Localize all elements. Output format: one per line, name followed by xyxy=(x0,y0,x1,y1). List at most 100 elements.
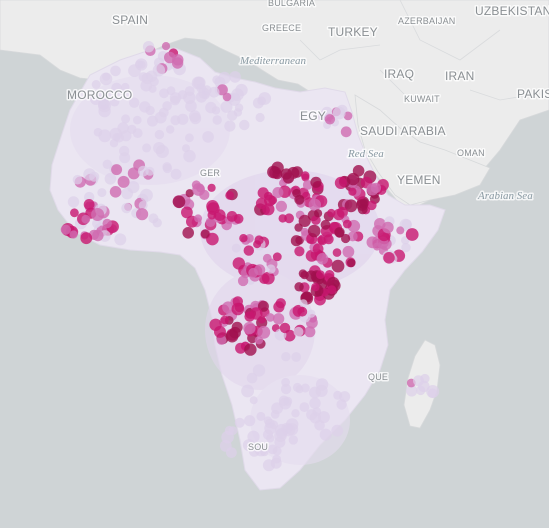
data-point xyxy=(120,130,132,142)
data-point xyxy=(60,224,71,235)
data-point xyxy=(207,183,216,192)
data-point xyxy=(396,226,405,235)
data-point xyxy=(98,129,112,143)
data-point xyxy=(243,321,256,335)
data-point xyxy=(70,208,79,218)
data-point xyxy=(256,411,266,421)
data-point xyxy=(127,167,140,180)
data-point xyxy=(99,72,113,86)
heat-region xyxy=(200,170,380,290)
label-azerbaijan: AZERBAIJAN xyxy=(398,16,456,26)
data-point xyxy=(340,126,352,138)
data-point xyxy=(169,92,182,104)
data-point xyxy=(220,100,233,113)
data-point xyxy=(207,210,217,220)
data-point xyxy=(185,133,194,143)
data-point xyxy=(401,219,412,230)
data-point xyxy=(266,264,276,274)
data-point xyxy=(266,434,275,443)
data-point xyxy=(239,234,248,243)
data-point xyxy=(244,343,257,356)
data-point xyxy=(257,325,271,339)
data-point xyxy=(281,377,290,387)
data-point xyxy=(232,257,245,270)
data-point xyxy=(219,440,232,452)
data-point xyxy=(172,54,184,66)
data-point xyxy=(319,428,332,441)
data-point xyxy=(416,385,426,396)
data-point xyxy=(166,125,175,134)
label-mediterranean: Mediterranean xyxy=(239,55,306,67)
data-point xyxy=(310,176,322,188)
data-point xyxy=(332,106,346,120)
label-egypt: EGY xyxy=(300,109,326,123)
data-point xyxy=(170,168,182,180)
data-point xyxy=(249,307,263,320)
data-point xyxy=(231,302,245,316)
data-point xyxy=(97,188,107,198)
data-point xyxy=(231,92,240,101)
data-point xyxy=(246,372,258,384)
data-point xyxy=(297,306,308,317)
label-pakistan: PAKIS xyxy=(517,87,549,101)
label-bulgaria: BULGARIA xyxy=(268,0,315,8)
data-point xyxy=(67,196,80,208)
data-point xyxy=(152,63,166,77)
data-point xyxy=(182,227,194,239)
data-point xyxy=(220,315,229,325)
data-point xyxy=(216,84,228,96)
data-point xyxy=(281,352,291,362)
label-turkey: TURKEY xyxy=(328,25,378,39)
data-point xyxy=(343,111,353,121)
data-point xyxy=(139,188,153,202)
data-point xyxy=(104,173,117,185)
data-point xyxy=(249,396,258,405)
data-point xyxy=(327,285,337,295)
data-point xyxy=(154,129,165,140)
data-point xyxy=(294,246,305,257)
data-point xyxy=(90,93,102,105)
data-point xyxy=(185,189,194,198)
data-point xyxy=(252,364,266,377)
data-point xyxy=(299,402,310,412)
data-point xyxy=(214,209,226,221)
data-point xyxy=(317,411,330,424)
data-point xyxy=(342,219,352,229)
data-point xyxy=(294,282,304,292)
data-point xyxy=(260,448,269,457)
data-point xyxy=(333,208,345,221)
data-point xyxy=(225,329,239,343)
data-point xyxy=(284,213,294,224)
data-point xyxy=(270,410,280,419)
data-point xyxy=(255,197,268,209)
data-point xyxy=(91,80,101,89)
landmasses xyxy=(0,0,549,429)
data-point xyxy=(202,131,214,143)
data-point xyxy=(228,426,238,435)
border-line xyxy=(299,39,381,61)
data-point xyxy=(258,92,272,105)
label-niger: GER xyxy=(200,168,220,178)
data-point xyxy=(243,245,254,256)
data-point xyxy=(427,388,438,399)
label-south-africa: SOU xyxy=(248,442,268,452)
label-yemen: YEMEN xyxy=(397,173,441,187)
data-point xyxy=(264,422,277,435)
label-uzbekistan: UZBEKISTAN xyxy=(475,4,549,18)
data-point xyxy=(347,231,358,242)
label-greece: GREECE xyxy=(262,23,301,33)
data-point xyxy=(237,275,249,287)
data-point xyxy=(331,259,345,273)
data-point xyxy=(312,243,324,255)
data-point xyxy=(294,223,303,232)
data-point xyxy=(162,101,172,111)
data-point xyxy=(92,229,104,242)
label-iran: IRAN xyxy=(445,69,474,83)
border-line xyxy=(399,0,501,61)
data-point xyxy=(189,110,201,122)
data-point xyxy=(241,384,255,398)
data-point xyxy=(205,217,216,228)
label-red-sea: Red Sea xyxy=(347,148,384,160)
data-point xyxy=(154,111,167,124)
